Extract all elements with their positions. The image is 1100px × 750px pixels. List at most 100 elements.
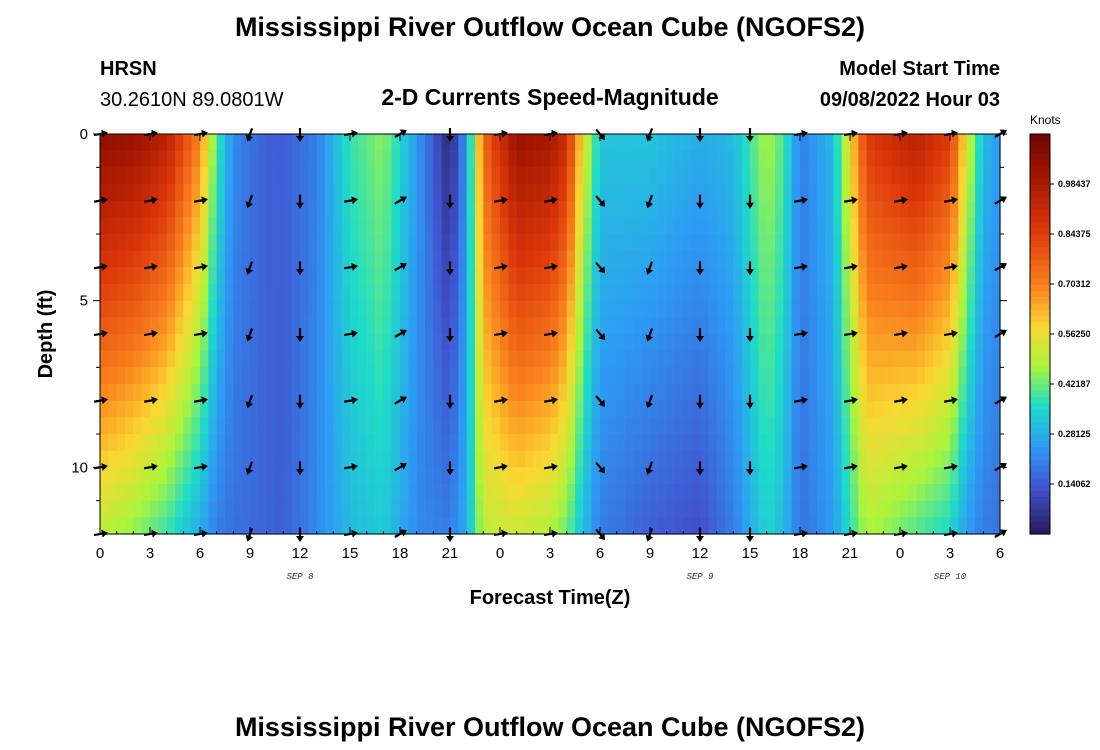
heatmap-cell xyxy=(400,267,409,285)
heatmap-cell xyxy=(750,234,759,252)
heatmap-cell xyxy=(533,134,543,152)
current-arrow xyxy=(893,396,908,405)
heatmap-cell xyxy=(991,400,1001,418)
heatmap-cell xyxy=(541,350,551,368)
heatmap-cell xyxy=(850,500,859,518)
heatmap-cell xyxy=(833,284,843,302)
current-arrow xyxy=(595,395,606,407)
heatmap-cell xyxy=(491,200,501,218)
heatmap-cell xyxy=(400,517,409,535)
heatmap-cell xyxy=(300,450,309,468)
heatmap-cell xyxy=(441,434,451,452)
heatmap-cell xyxy=(183,434,193,452)
heatmap-cell xyxy=(458,217,468,235)
heatmap-cell xyxy=(316,234,326,252)
heatmap-cell xyxy=(183,517,193,535)
heatmap-cell xyxy=(833,317,843,335)
heatmap-cell xyxy=(100,184,109,202)
heatmap-cell xyxy=(166,250,176,268)
heatmap-cell xyxy=(500,134,509,152)
heatmap-cell xyxy=(825,200,834,218)
heatmap-cell xyxy=(616,467,626,485)
heatmap-cell xyxy=(366,150,376,168)
heatmap-cell xyxy=(950,417,959,435)
heatmap-cell xyxy=(550,317,559,335)
heatmap-cell xyxy=(200,484,209,502)
heatmap-cell xyxy=(566,317,576,335)
heatmap-cell xyxy=(716,184,726,202)
heatmap-cell xyxy=(258,334,268,352)
heatmap-cell xyxy=(850,184,859,202)
heatmap-cell xyxy=(350,317,359,335)
heatmap-cell xyxy=(191,167,201,185)
heatmap-cell xyxy=(125,384,134,402)
heatmap-cell xyxy=(700,284,709,302)
heatmap-cell xyxy=(583,284,593,302)
heatmap-cell xyxy=(233,300,243,318)
heatmap-cell xyxy=(391,384,401,402)
heatmap-cell xyxy=(375,484,384,502)
heatmap-cell xyxy=(191,334,201,352)
heatmap-cell xyxy=(366,367,376,385)
heatmap-cell xyxy=(750,300,759,318)
heatmap-cell xyxy=(575,434,584,452)
heatmap-cell xyxy=(850,484,859,502)
heatmap-cell xyxy=(550,300,559,318)
heatmap-cell xyxy=(666,434,676,452)
heatmap-cell xyxy=(691,400,701,418)
current-arrow xyxy=(543,396,558,405)
heatmap-cell xyxy=(650,200,659,218)
heatmap-cell xyxy=(141,284,151,302)
heatmap-cell xyxy=(491,217,501,235)
colorbar: Knots0.140620.281250.421870.562500.70312… xyxy=(1029,113,1091,535)
heatmap-cell xyxy=(341,317,351,335)
heatmap-cell xyxy=(333,450,343,468)
colorbar-segment xyxy=(1030,334,1050,341)
heatmap-cell xyxy=(258,234,268,252)
heatmap-cell xyxy=(975,200,984,218)
heatmap-cell xyxy=(191,467,201,485)
heatmap-cell xyxy=(591,150,601,168)
heatmap-cell xyxy=(891,134,901,152)
heatmap-cell xyxy=(450,484,459,502)
heatmap-cell xyxy=(183,500,193,518)
heatmap-cell xyxy=(625,284,634,302)
heatmap-cell xyxy=(325,150,334,168)
heatmap-cell xyxy=(308,267,318,285)
current-arrow xyxy=(746,194,754,209)
heatmap-cell xyxy=(725,184,734,202)
heatmap-cell xyxy=(191,284,201,302)
heatmap-cell xyxy=(250,317,259,335)
heatmap-cell xyxy=(300,150,309,168)
heatmap-cell xyxy=(383,250,393,268)
heatmap-cell xyxy=(866,234,876,252)
heatmap-cell xyxy=(441,400,451,418)
heatmap-cell xyxy=(200,200,209,218)
heatmap-cell xyxy=(766,400,776,418)
heatmap-cell xyxy=(400,350,409,368)
heatmap-cell xyxy=(250,217,259,235)
colorbar-tick-label: 0.70312 xyxy=(1058,279,1091,289)
heatmap-cell xyxy=(625,500,634,518)
heatmap-cell xyxy=(733,217,743,235)
heatmap-cell xyxy=(450,367,459,385)
heatmap-cell xyxy=(883,384,893,402)
heatmap-cell xyxy=(991,417,1001,435)
heatmap-cell xyxy=(633,400,643,418)
heatmap-cell xyxy=(583,400,593,418)
heatmap-cell xyxy=(916,334,926,352)
heatmap-cell xyxy=(908,367,918,385)
heatmap-cell xyxy=(550,334,559,352)
heatmap-cell xyxy=(158,167,168,185)
heatmap-cell xyxy=(433,467,443,485)
current-arrow xyxy=(394,196,407,205)
heatmap-cell xyxy=(775,367,784,385)
current-arrow xyxy=(746,461,754,476)
heatmap-cell xyxy=(516,184,526,202)
heatmap-cell xyxy=(775,400,784,418)
heatmap-cell xyxy=(408,334,418,352)
heatmap-cell xyxy=(108,517,118,535)
heatmap-cell xyxy=(266,384,276,402)
heatmap-cell xyxy=(566,300,576,318)
heatmap-cell xyxy=(100,450,109,468)
